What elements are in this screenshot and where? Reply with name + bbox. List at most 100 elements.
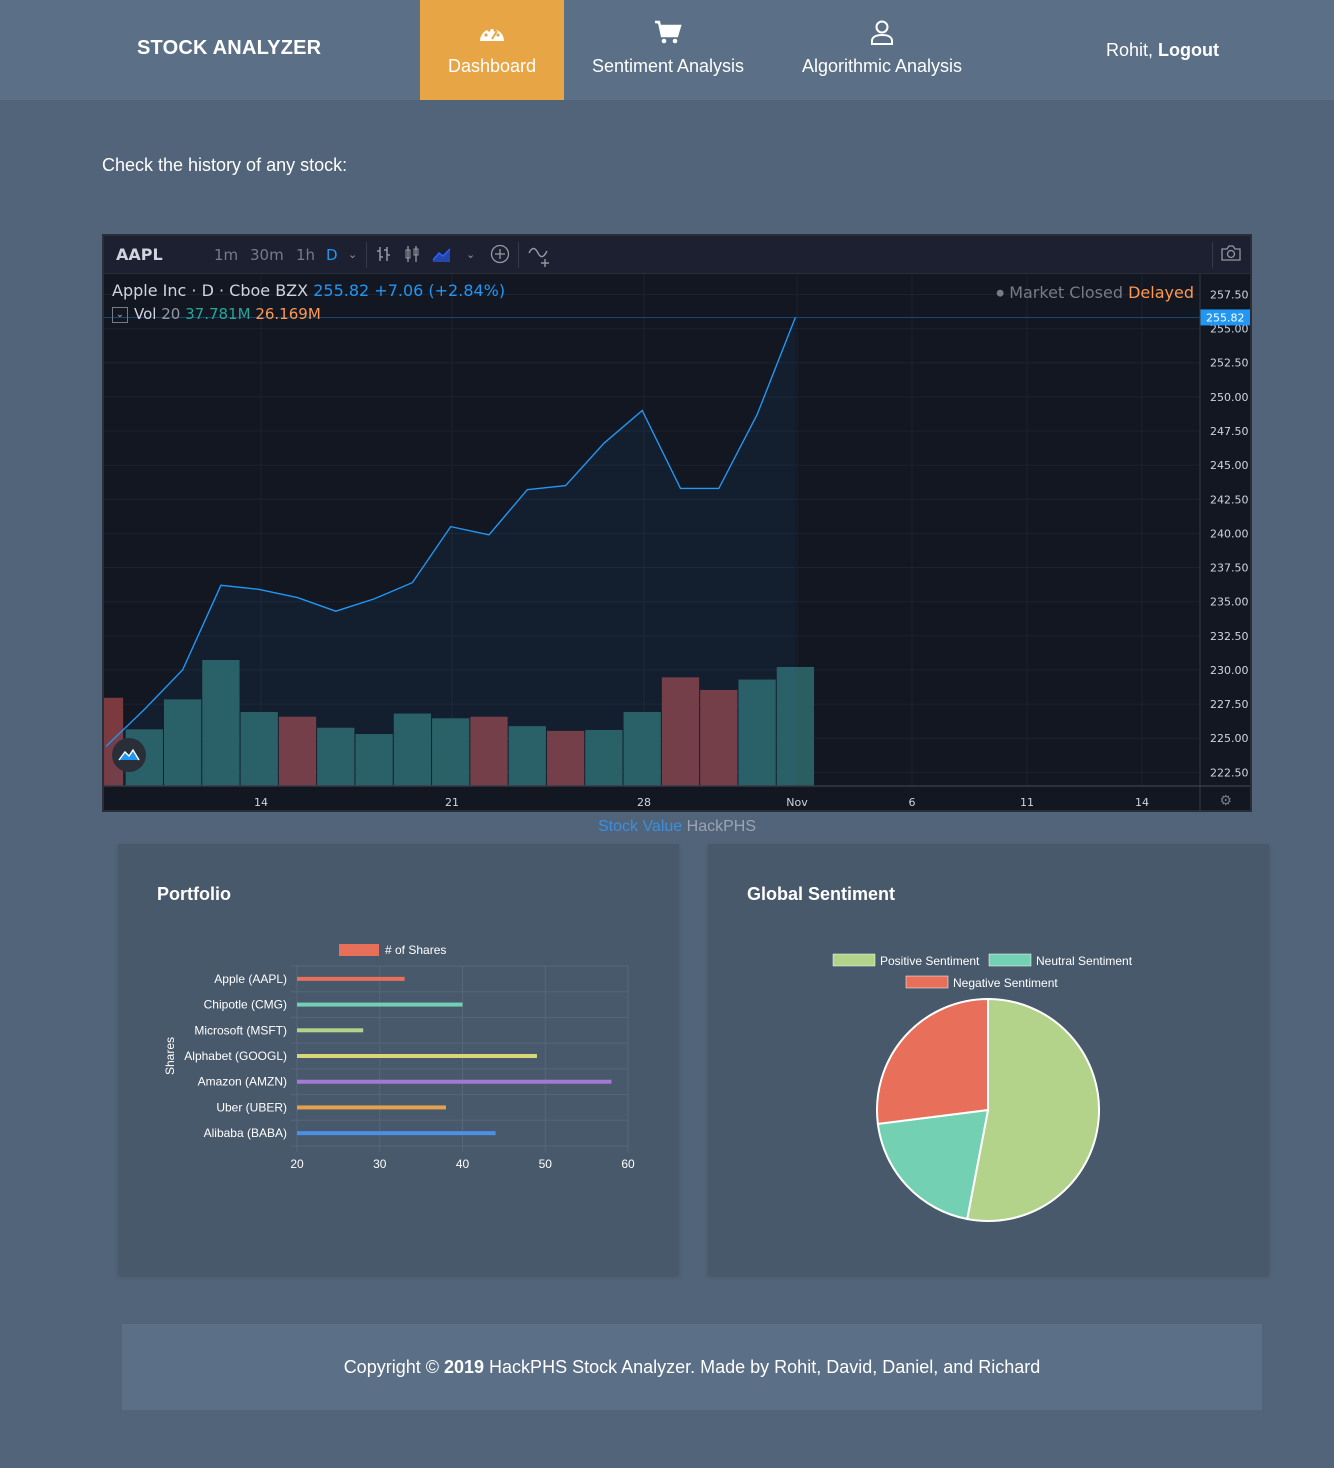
x-axis-tick: 6: [909, 796, 916, 809]
legend-swatch: [339, 944, 379, 956]
toolbar-divider: [518, 242, 519, 268]
x-axis-tick: 28: [637, 796, 651, 809]
y-axis-tick: 242.50: [1210, 493, 1249, 506]
stock-chart-widget[interactable]: 257.50 255.00 252.50 250.00 247.50 245.00 242.…: [102, 234, 1252, 812]
price-change: +7.06: [374, 281, 424, 300]
pie-slice: [876, 1108, 990, 1221]
x-axis-tick: 20: [290, 1157, 304, 1171]
share-bar: [297, 1002, 463, 1007]
style-dropdown-icon[interactable]: ⌄: [466, 248, 476, 261]
interval-d[interactable]: D: [326, 246, 338, 264]
y-axis-tick: 222.50: [1210, 766, 1249, 779]
camera-icon[interactable]: [1220, 244, 1242, 266]
x-axis-tick: 30: [373, 1157, 387, 1171]
volume-bar: [508, 726, 546, 786]
legend-label: Negative Sentiment: [953, 976, 1058, 990]
footer: Copyright © 2019 HackPHS Stock Analyzer.…: [122, 1324, 1262, 1410]
nav-sentiment-analysis[interactable]: Sentiment Analysis: [574, 0, 762, 100]
volume-bar: [470, 716, 508, 786]
volume-bar: [661, 677, 700, 786]
user-icon: [870, 18, 894, 48]
intro-text: Check the history of any stock:: [102, 155, 348, 175]
y-axis-tick: 257.50: [1210, 288, 1249, 301]
legend-label: # of Shares: [385, 943, 446, 957]
chart-legend-volume: ⌄ Vol 20 37.781M 26.169M: [112, 305, 321, 323]
volume-bar: [546, 730, 585, 786]
y-axis-tick: 230.00: [1210, 664, 1249, 677]
price-change-pct: (+2.84%): [428, 281, 506, 300]
price-line: [105, 317, 797, 747]
company-name: Apple Inc: [112, 281, 187, 300]
chart-legend-main: Apple Inc · D · Cboe BZX 255.82 +7.06 (+…: [112, 281, 506, 300]
volume-bar: [163, 699, 202, 786]
y-axis-tick: 232.50: [1210, 630, 1249, 643]
stock-value-link[interactable]: Stock Value: [597, 818, 683, 835]
bar-chart-style-icon[interactable]: [376, 245, 392, 267]
x-axis-tick: 60: [621, 1157, 635, 1171]
volume-bar: [776, 666, 815, 786]
caption-brand: HackPHS: [686, 818, 756, 835]
x-axis-tick: 14: [254, 796, 268, 809]
x-axis-tick: 50: [539, 1157, 553, 1171]
vol-value: 37.781M: [185, 305, 251, 323]
price-chart-canvas[interactable]: 257.50 255.00 252.50 250.00 247.50 245.00 242.…: [104, 236, 1250, 810]
volume-bar: [202, 660, 240, 786]
top-navbar: STOCK ANALYZER Dashboard Sentiment Analy…: [0, 0, 1334, 100]
symbol-search[interactable]: AAPL: [116, 245, 163, 264]
category-label: Alibaba (BABA): [204, 1126, 287, 1140]
portfolio-title: Portfolio: [157, 884, 231, 904]
volume-bar: [585, 729, 623, 786]
y-axis-tick: 245.00: [1210, 459, 1249, 472]
nav-algorithmic-analysis[interactable]: Algorithmic Analysis: [782, 0, 982, 100]
add-indicator-icon[interactable]: [490, 244, 510, 268]
market-status: ● Market Closed Delayed: [996, 283, 1194, 302]
compare-icon[interactable]: [528, 245, 552, 271]
share-bar: [297, 1131, 496, 1136]
brand-title[interactable]: STOCK ANALYZER: [137, 37, 322, 59]
legend-label: Neutral Sentiment: [1036, 954, 1133, 968]
sentiment-pie-chart[interactable]: Positive Sentiment Neutral Sentiment Negat…: [708, 844, 1269, 1275]
category-label: Apple (AAPL): [214, 972, 287, 986]
last-price-tag: [1200, 309, 1250, 326]
x-axis-tick: 11: [1020, 796, 1034, 809]
share-bar: [297, 1079, 612, 1084]
user-area: Rohit, Logout: [1106, 40, 1219, 61]
interval-30m[interactable]: 30m: [250, 246, 284, 264]
portfolio-bar-chart[interactable]: # of Shares 20 30 40 50 60 Apple (AAPL) Chipotl…: [118, 844, 679, 1275]
nav-algorithmic-label: Algorithmic Analysis: [801, 56, 963, 76]
category-label: Microsoft (MSFT): [194, 1023, 287, 1037]
interval-1h[interactable]: 1h: [296, 246, 316, 264]
category-label: Amazon (AMZN): [198, 1075, 287, 1089]
category-label: Uber (UBER): [216, 1100, 287, 1114]
last-price-tag-text: 255.82: [1206, 311, 1245, 324]
sentiment-title: Global Sentiment: [747, 884, 896, 904]
volume-bar: [623, 711, 661, 786]
y-axis-tick: 227.50: [1210, 698, 1249, 711]
legend-swatch: [988, 953, 1032, 967]
volume-bar: [432, 718, 470, 786]
candles-style-icon[interactable]: [404, 245, 420, 267]
collapse-legend-icon[interactable]: ⌄: [112, 306, 128, 323]
last-price: 255.82: [313, 281, 370, 300]
vol-period: 20: [161, 305, 181, 323]
y-axis-tick: 250.00: [1210, 391, 1249, 404]
y-axis-tick: 252.50: [1210, 357, 1249, 370]
chart-settings-gear-icon[interactable]: ⚙: [1219, 792, 1232, 808]
y-axis-tick: 255.00: [1210, 323, 1249, 336]
chart-caption: Stock Value HackPHS: [0, 818, 1334, 836]
area-style-icon[interactable]: [432, 245, 452, 267]
volume-bar: [393, 713, 432, 786]
copyright-year: 2019: [444, 1356, 485, 1377]
nav-dashboard[interactable]: Dashboard: [420, 0, 564, 100]
logout-link[interactable]: Logout: [1158, 40, 1219, 60]
interval-1m[interactable]: 1m: [214, 246, 239, 264]
y-axis-tick: 225.00: [1210, 732, 1249, 745]
volume-bar: [700, 689, 738, 786]
y-axis-tick: 237.50: [1210, 562, 1249, 575]
volume-bar: [355, 734, 393, 786]
interval-dropdown-icon[interactable]: ⌄: [348, 248, 358, 261]
nav-dashboard-label: Dashboard: [447, 56, 537, 76]
y-axis-label: Shares: [163, 1037, 177, 1075]
y-axis-tick: 235.00: [1210, 596, 1249, 609]
tradingview-logo-icon[interactable]: [112, 738, 146, 772]
